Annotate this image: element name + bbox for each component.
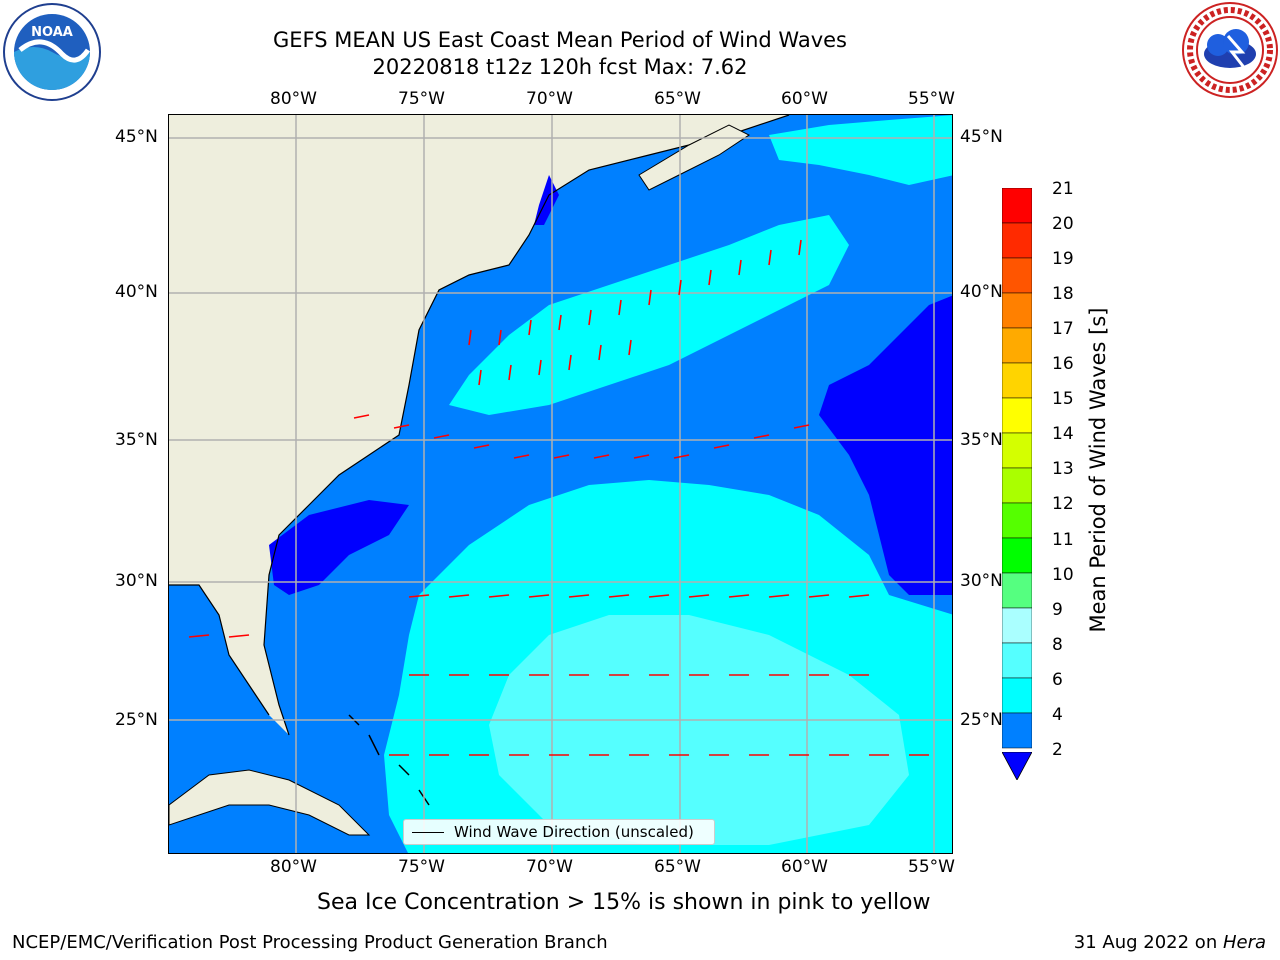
lon-tick-top: 75°W xyxy=(398,89,445,109)
colorbar-tick: 17 xyxy=(1052,319,1074,339)
lat-tick-right: 35°N xyxy=(960,430,1003,450)
lon-tick-bottom: 75°W xyxy=(398,857,445,877)
footer-date: 31 Aug 2022 on Hera xyxy=(1074,932,1266,953)
colorbar xyxy=(1001,187,1033,780)
nws-logo xyxy=(1182,2,1278,98)
arrow-row-south xyxy=(188,594,929,756)
colorbar-swatches xyxy=(1001,187,1033,749)
colorbar-tick: 11 xyxy=(1052,530,1074,550)
wave-direction-arrows xyxy=(188,239,929,756)
noaa-logo: NOAA xyxy=(3,3,101,101)
lon-tick-top: 65°W xyxy=(654,89,701,109)
wave-period-map xyxy=(169,115,952,853)
colorbar-tick: 2 xyxy=(1052,740,1063,760)
colorbar-title: Mean Period of Wind Waves [s] xyxy=(1086,307,1110,633)
legend-label: Wind Wave Direction (unscaled) xyxy=(454,823,694,841)
colorbar-tick: 16 xyxy=(1052,354,1074,374)
lat-tick-right: 45°N xyxy=(960,127,1003,147)
colorbar-tick: 6 xyxy=(1052,670,1063,690)
nova-scotia xyxy=(638,124,750,191)
sea-ice-note: Sea Ice Concentration > 15% is shown in … xyxy=(317,890,931,915)
colorbar-tick: 14 xyxy=(1052,424,1074,444)
colorbar-under-triangle xyxy=(1002,752,1032,780)
colorbar-tick: 18 xyxy=(1052,284,1074,304)
footer-machine: Hera xyxy=(1222,932,1266,953)
colorbar-tick: 9 xyxy=(1052,600,1063,620)
arrow-row-north xyxy=(468,239,802,386)
colorbar-tick: 20 xyxy=(1052,214,1074,234)
ocean-gulf xyxy=(169,585,299,815)
ocean-cyan-band-north xyxy=(449,215,849,415)
graticule xyxy=(169,115,952,853)
ocean-deep-blue-south xyxy=(269,500,409,595)
map-legend: Wind Wave Direction (unscaled) xyxy=(403,819,715,845)
lat-tick-right: 30°N xyxy=(960,571,1003,591)
colorbar-tick: 10 xyxy=(1052,565,1074,585)
lon-tick-top: 55°W xyxy=(908,89,955,109)
colorbar-tick: 19 xyxy=(1052,249,1074,269)
lon-tick-top: 60°W xyxy=(781,89,828,109)
lat-tick-left: 35°N xyxy=(115,430,158,450)
lon-tick-bottom: 65°W xyxy=(654,857,701,877)
colorbar-tick: 21 xyxy=(1052,179,1074,199)
lon-tick-bottom: 80°W xyxy=(270,857,317,877)
footer-date-text: 31 Aug 2022 on xyxy=(1073,932,1223,953)
lon-tick-bottom: 70°W xyxy=(526,857,573,877)
arrow-row-mid xyxy=(353,414,810,459)
map-panel xyxy=(168,114,953,854)
lon-tick-top: 70°W xyxy=(526,89,573,109)
gulf-coast-outline xyxy=(169,584,270,716)
lat-tick-left: 40°N xyxy=(115,282,158,302)
colorbar-tick: 4 xyxy=(1052,705,1063,725)
lat-tick-left: 25°N xyxy=(115,710,158,730)
ocean-deep-blue-east xyxy=(819,295,952,595)
legend-line-swatch xyxy=(412,831,444,833)
colorbar-tick: 12 xyxy=(1052,494,1074,514)
lat-tick-left: 45°N xyxy=(115,127,158,147)
ocean-light-cyan-core xyxy=(489,615,909,845)
lat-tick-left: 30°N xyxy=(115,571,158,591)
east-coast-outline xyxy=(263,115,790,736)
colorbar-tick: 13 xyxy=(1052,459,1074,479)
lat-tick-right: 25°N xyxy=(960,710,1003,730)
footer-credit: NCEP/EMC/Verification Post Processing Pr… xyxy=(12,932,608,953)
colorbar-tick: 8 xyxy=(1052,635,1063,655)
lon-tick-bottom: 60°W xyxy=(781,857,828,877)
chart-title: GEFS MEAN US East Coast Mean Period of W… xyxy=(273,28,847,52)
colorbar-tick: 15 xyxy=(1052,389,1074,409)
ocean-cyan-band-ne xyxy=(769,115,952,185)
lat-tick-right: 40°N xyxy=(960,282,1003,302)
chart-subtitle: 20220818 t12z 120h fcst Max: 7.62 xyxy=(372,55,748,79)
lon-tick-top: 80°W xyxy=(270,89,317,109)
lon-tick-bottom: 55°W xyxy=(908,857,955,877)
cuba xyxy=(169,769,371,836)
svg-text:NOAA: NOAA xyxy=(31,25,73,40)
